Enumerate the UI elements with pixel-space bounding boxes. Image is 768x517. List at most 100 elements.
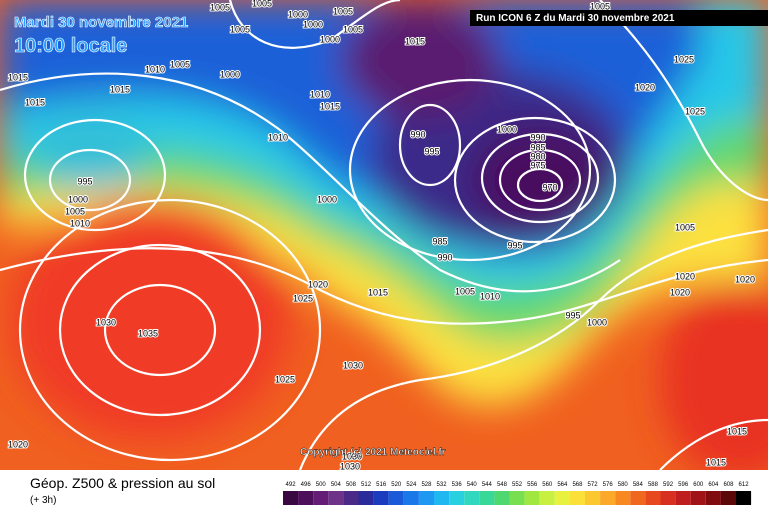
isobar-label: 990 bbox=[530, 132, 545, 142]
legend-swatch bbox=[600, 491, 616, 505]
legend-swatch bbox=[403, 491, 419, 505]
legend-label: 500 bbox=[316, 482, 327, 488]
isobar-label: 1010 bbox=[480, 291, 500, 301]
legend-swatch bbox=[720, 491, 736, 505]
legend-label: 608 bbox=[723, 482, 734, 488]
legend-swatch bbox=[434, 491, 450, 505]
legend-swatch bbox=[418, 491, 434, 505]
isobar-label: 995 bbox=[77, 176, 92, 186]
isobar-label: 995 bbox=[507, 240, 522, 250]
legend-swatch bbox=[283, 491, 299, 505]
isobar-label: 1015 bbox=[25, 97, 45, 107]
isobar-label: 1010 bbox=[145, 64, 165, 74]
legend-swatch bbox=[569, 491, 585, 505]
isobar-label: 1000 bbox=[288, 9, 308, 19]
legend-swatch bbox=[494, 491, 510, 505]
isobar-label: 1015 bbox=[405, 36, 425, 46]
isobar-label: 1010 bbox=[310, 89, 330, 99]
legend-swatch bbox=[388, 491, 404, 505]
legend-swatch bbox=[343, 491, 359, 505]
legend-label: 540 bbox=[467, 482, 478, 488]
isobar-label: 1000 bbox=[317, 194, 337, 204]
isobar-label: 1005 bbox=[333, 6, 353, 16]
legend-label: 580 bbox=[618, 482, 629, 488]
legend-label: 520 bbox=[391, 482, 402, 488]
isobar-label: 1010 bbox=[268, 132, 288, 142]
legend-label: 548 bbox=[497, 482, 508, 488]
legend-swatch bbox=[298, 491, 314, 505]
legend-label: 524 bbox=[406, 482, 417, 488]
legend-label: 596 bbox=[678, 482, 689, 488]
legend-swatch bbox=[675, 491, 691, 505]
legend-label: 576 bbox=[603, 482, 614, 488]
isobar-label: 1030 bbox=[340, 461, 360, 471]
legend-swatch bbox=[736, 491, 752, 505]
legend-swatch bbox=[690, 491, 706, 505]
legend-label: 556 bbox=[527, 482, 538, 488]
isobar-label: 1015 bbox=[8, 72, 28, 82]
isobar-label: 1025 bbox=[685, 106, 705, 116]
isobar-label: 1005 bbox=[590, 1, 610, 11]
isobar-label: 1020 bbox=[735, 274, 755, 284]
isobar-label: 1005 bbox=[230, 24, 250, 34]
date: Mardi 30 novembre 2021 bbox=[14, 14, 188, 31]
legend-swatch bbox=[464, 491, 480, 505]
isobar-label: 1005 bbox=[343, 24, 363, 34]
isobar-label: 1000 bbox=[497, 124, 517, 134]
field bbox=[0, 0, 768, 480]
run-banner bbox=[470, 10, 768, 26]
isobar-label: 1000 bbox=[303, 19, 323, 29]
legend-label: 568 bbox=[572, 482, 583, 488]
isobar-label: 1020 bbox=[308, 279, 328, 289]
legend-swatch bbox=[554, 491, 570, 505]
isobar-label: 990 bbox=[410, 129, 425, 139]
isobars bbox=[0, 0, 768, 471]
legend-swatch bbox=[313, 491, 329, 505]
isobar-label: 995 bbox=[565, 310, 580, 320]
isobar-label: 1015 bbox=[110, 84, 130, 94]
legend-swatch bbox=[705, 491, 721, 505]
isobar-label: 1030 bbox=[343, 360, 363, 370]
legend-swatch bbox=[630, 491, 646, 505]
isobar-label: 990 bbox=[437, 252, 452, 262]
isobar-label: 1015 bbox=[727, 426, 747, 436]
isobar-label: 970 bbox=[542, 182, 557, 192]
isobar-label: 1030 bbox=[96, 317, 116, 327]
isobar-label: 1020 bbox=[675, 271, 695, 281]
isobar-label: 1025 bbox=[674, 54, 694, 64]
legend-label: 512 bbox=[361, 482, 372, 488]
legend-label: 612 bbox=[739, 482, 750, 488]
isobar-label: 1025 bbox=[293, 293, 313, 303]
legend-swatch bbox=[449, 491, 465, 505]
isobar-label: 1005 bbox=[252, 0, 272, 8]
isobar-label: 975 bbox=[530, 160, 545, 170]
legend-label: 588 bbox=[648, 482, 659, 488]
isobar-label: 1015 bbox=[320, 101, 340, 111]
isobar-label: 1000 bbox=[68, 194, 88, 204]
legend-label: 560 bbox=[542, 482, 553, 488]
legend-label: 532 bbox=[437, 482, 448, 488]
copyright: Copyright (c) 2021 Meteociel.fr bbox=[300, 447, 446, 458]
isobar-label: 1015 bbox=[368, 287, 388, 297]
legend-swatch bbox=[539, 491, 555, 505]
legend-label: 604 bbox=[708, 482, 719, 488]
isobar-label: 1005 bbox=[170, 59, 190, 69]
isobar-label: 1020 bbox=[8, 439, 28, 449]
legend-label: 564 bbox=[557, 482, 568, 488]
isobar-label: 1005 bbox=[675, 222, 695, 232]
legend-label: 572 bbox=[588, 482, 599, 488]
isobar-label: 1005 bbox=[65, 206, 85, 216]
legend-swatch bbox=[660, 491, 676, 505]
legend-swatch bbox=[645, 491, 661, 505]
legend-label: 584 bbox=[633, 482, 644, 488]
legend-label: 600 bbox=[693, 482, 704, 488]
legend-label: 504 bbox=[331, 482, 342, 488]
isobar-label: 1005 bbox=[455, 286, 475, 296]
isobar-label: 1000 bbox=[587, 317, 607, 327]
isobar-label: 1000 bbox=[220, 69, 240, 79]
isobar-label: 1025 bbox=[275, 374, 295, 384]
isobar-label: 995 bbox=[424, 146, 439, 156]
run-info: Run ICON 6 Z du Mardi 30 novembre 2021 bbox=[476, 13, 675, 24]
legend-swatch bbox=[479, 491, 495, 505]
isobar-label: 1020 bbox=[670, 287, 690, 297]
